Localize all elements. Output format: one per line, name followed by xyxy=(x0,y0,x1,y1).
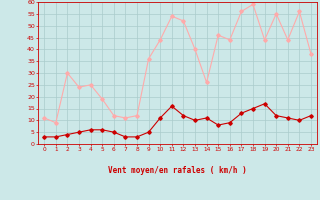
X-axis label: Vent moyen/en rafales ( km/h ): Vent moyen/en rafales ( km/h ) xyxy=(108,166,247,175)
